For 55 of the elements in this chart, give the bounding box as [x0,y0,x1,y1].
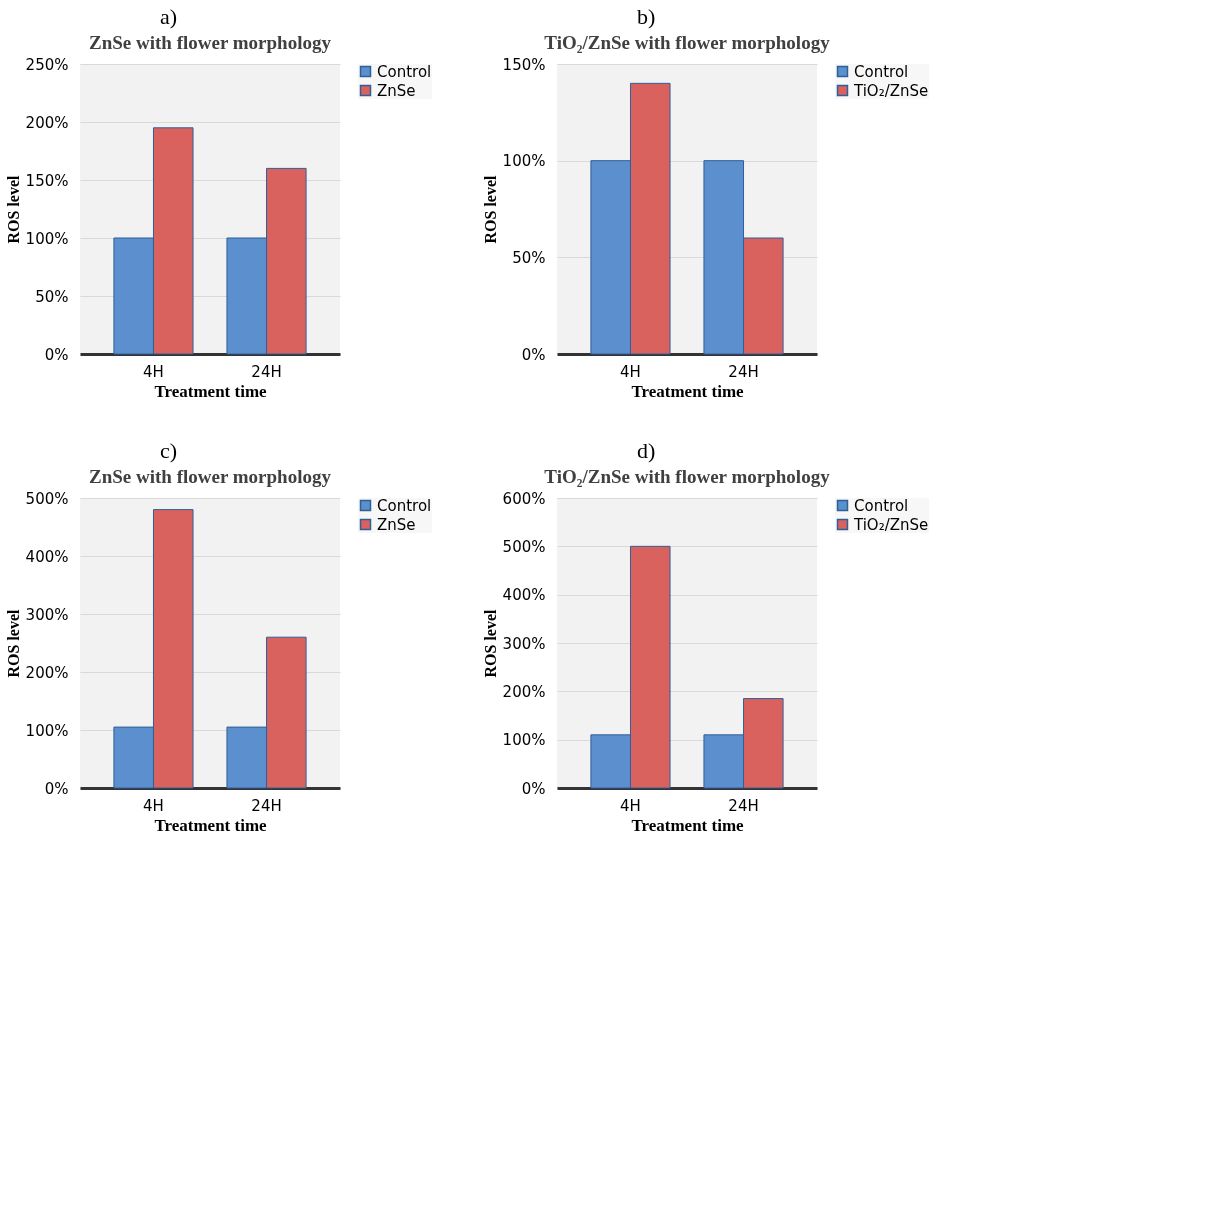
y-tick-label: 50% [512,248,546,267]
y-tick-label: 100% [25,229,69,248]
y-tick-label: 400% [502,586,546,605]
y-tick-label: 300% [502,634,546,653]
y-tick-label: 100% [25,721,69,740]
x-tick-label: 24H [251,796,282,815]
text: c) [160,438,178,463]
legend-label: Control [377,62,432,81]
text: d) [637,438,656,463]
y-tick-label: 250% [25,55,69,74]
y-tick-label: 400% [25,547,69,566]
chart-title: ZnSe with flower morphology [89,466,332,487]
chart-title: ZnSe with flower morphology [89,32,332,53]
legend-label: TiO₂/ZnSe [853,81,929,100]
x-axis-title: Treatment time [631,815,745,835]
y-tick-label: 300% [25,605,69,624]
x-tick-label: 4H [143,796,164,815]
x-axis-title: Treatment time [631,381,745,401]
y-tick-label: 100% [502,152,546,171]
x-axis-title: Treatment time [154,381,268,401]
y-axis-title: ROS level [4,174,22,244]
x-tick-label: 24H [728,362,759,381]
y-axis-title: ROS level [481,608,499,678]
legend-label: ZnSe [377,81,416,100]
y-tick-label: 0% [44,779,69,798]
y-axis-title: ROS level [4,608,22,678]
y-tick-label: 150% [502,55,546,74]
y-tick-label: 0% [521,345,546,364]
y-tick-label: 200% [25,113,69,132]
y-tick-label: 500% [502,537,546,556]
y-tick-label: 100% [502,731,546,750]
chart-title: TiO₂/ZnSe with flower morphology [544,466,831,487]
y-tick-label: 200% [25,663,69,682]
chart-title: TiO₂/ZnSe with flower morphology [544,32,831,53]
legend-label: TiO₂/ZnSe [853,515,929,534]
legend-label: Control [854,496,909,515]
text: a) [160,4,178,29]
legend-label: ZnSe [377,515,416,534]
y-tick-label: 150% [25,171,69,190]
y-tick-label: 0% [521,779,546,798]
y-tick-label: 0% [44,345,69,364]
y-tick-label: 200% [502,682,546,701]
x-tick-label: 4H [143,362,164,381]
legend-label: Control [377,496,432,515]
y-tick-label: 500% [25,489,69,508]
text: b) [637,4,656,29]
y-axis-title: ROS level [481,174,499,244]
legend-label: Control [854,62,909,81]
y-tick-label: 50% [35,287,69,306]
x-tick-label: 24H [251,362,282,381]
x-tick-label: 4H [620,796,641,815]
y-tick-label: 600% [502,489,546,508]
x-tick-label: 4H [620,362,641,381]
x-tick-label: 24H [728,796,759,815]
x-axis-title: Treatment time [154,815,268,835]
